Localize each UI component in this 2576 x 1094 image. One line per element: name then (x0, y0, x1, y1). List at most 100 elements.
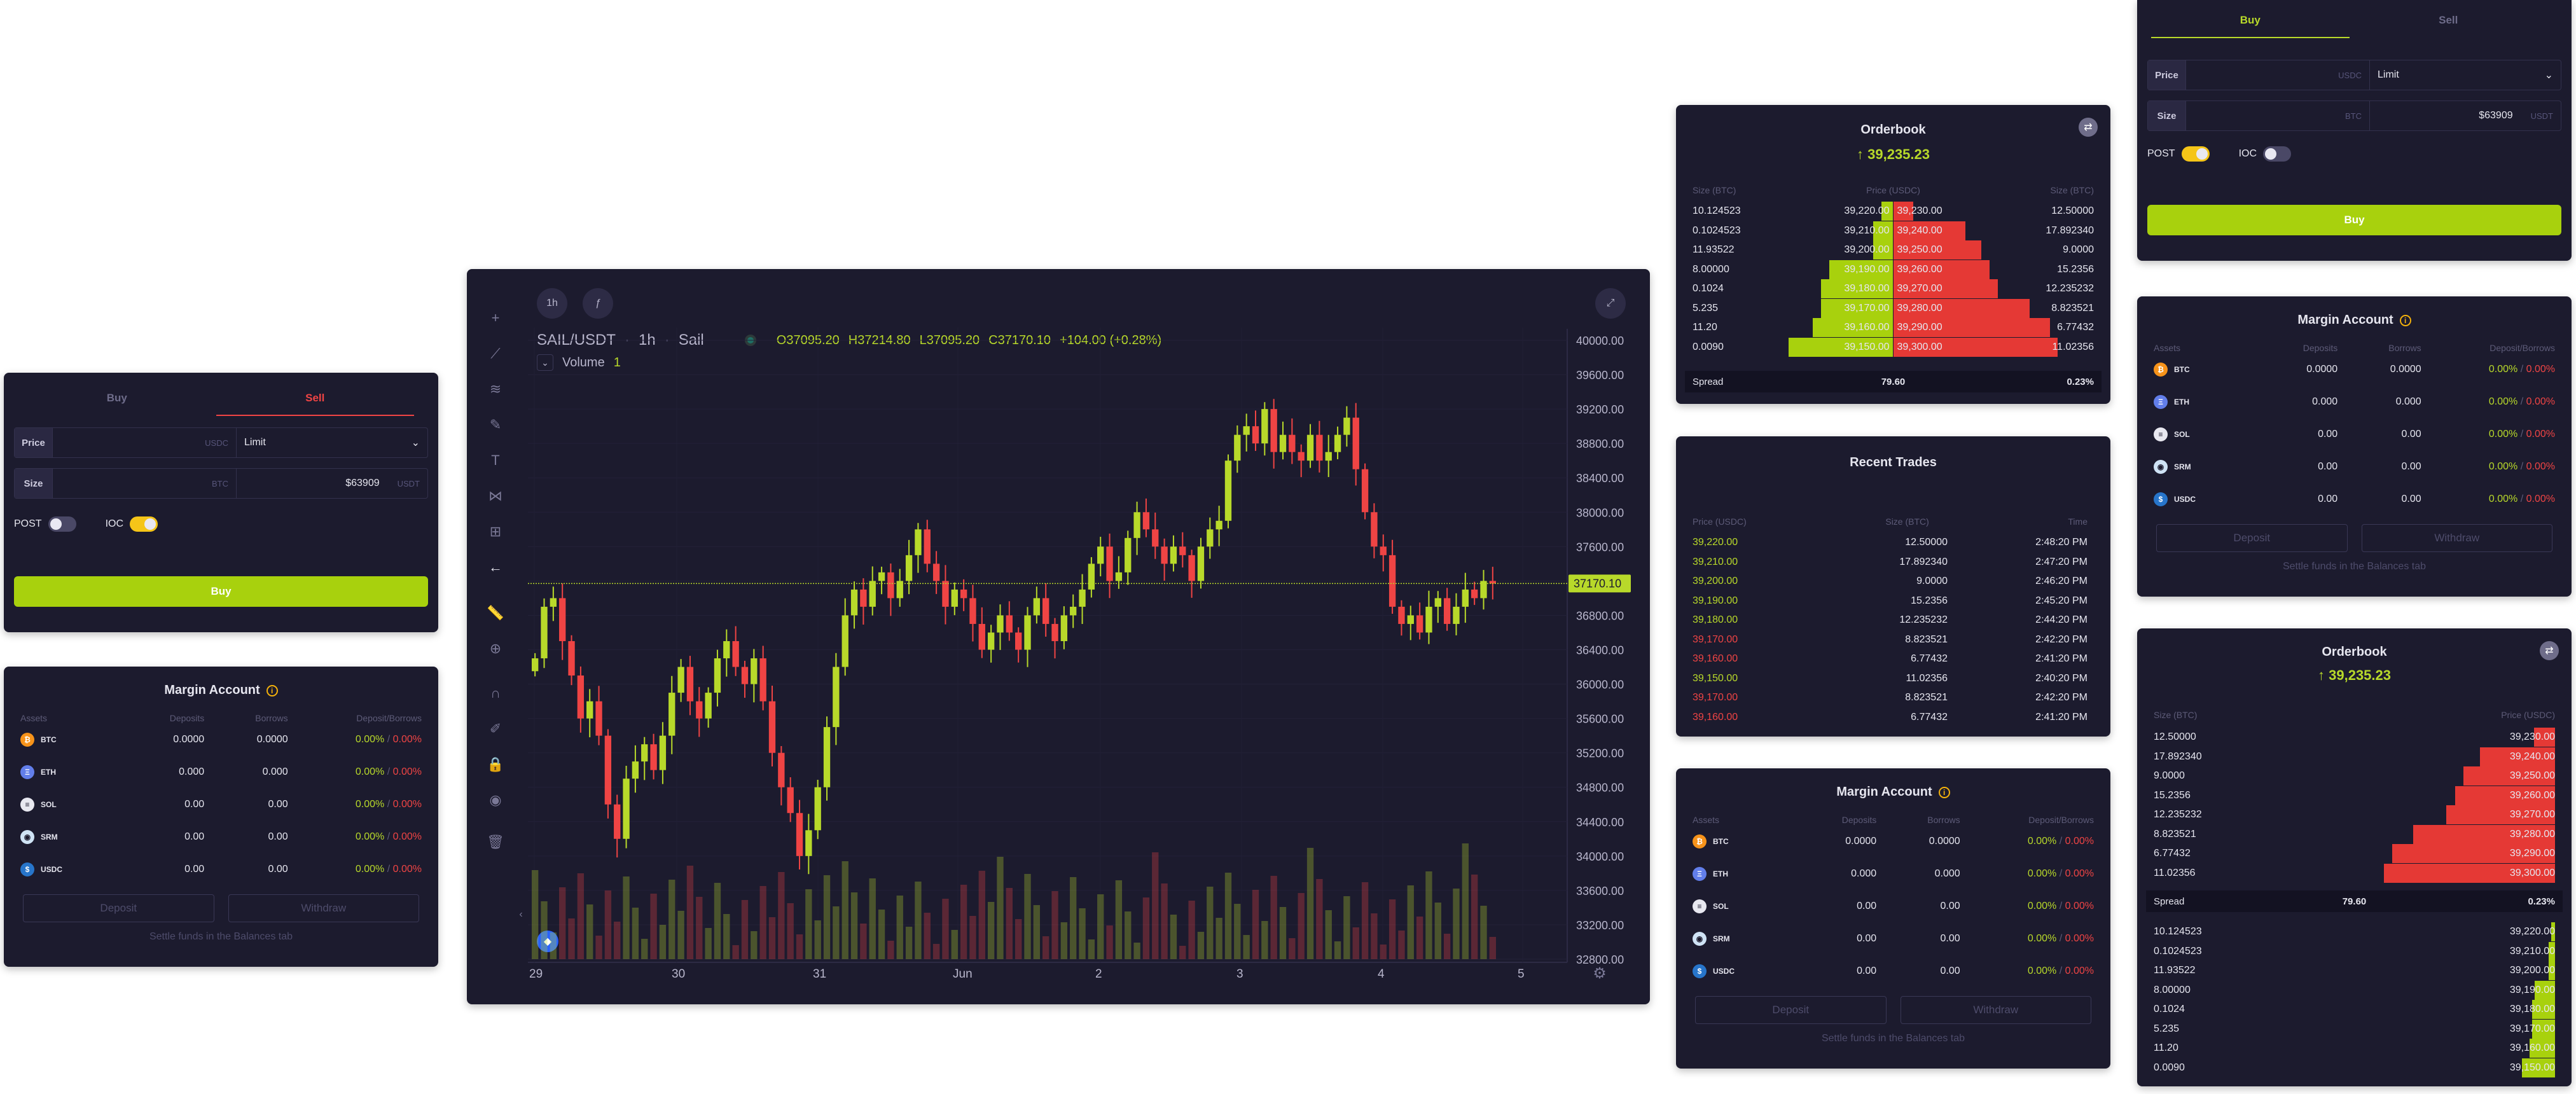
magnet-icon[interactable]: ∩ (490, 685, 501, 701)
prediction-tool-icon[interactable]: ⊞ (489, 523, 502, 539)
withdraw-button[interactable]: Withdraw (228, 894, 419, 922)
candle-body (1125, 537, 1132, 572)
info-icon[interactable]: i (2399, 314, 2411, 326)
price-unit: USDC (2338, 70, 2362, 80)
orderbook-row[interactable]: 0.1024523 39,210.00 39,240.00 17.892340 (1693, 221, 2094, 240)
size-input[interactable]: BTC (53, 469, 237, 498)
swap-icon[interactable]: ⇄ (2079, 118, 2098, 137)
ask-row[interactable]: 11.02356 39,300.00 (2154, 863, 2555, 883)
bid-row[interactable]: 5.235 39,170.00 (2154, 1019, 2555, 1039)
ask-row[interactable]: 6.77432 39,290.00 (2154, 844, 2555, 863)
eye-dot-icon[interactable] (744, 335, 756, 346)
ask-row[interactable]: 17.892340 39,240.00 (2154, 747, 2555, 766)
text-tool-icon[interactable]: T (491, 452, 500, 468)
size-usd-input[interactable]: $63909 USDT (237, 469, 427, 498)
bid-row[interactable]: 8.00000 39,190.00 (2154, 980, 2555, 1000)
lock-drawing-icon[interactable]: ✐ (489, 721, 502, 737)
trend-line-icon[interactable]: ⟋ (490, 345, 501, 361)
ask-row[interactable]: 12.235232 39,270.00 (2154, 805, 2555, 824)
trade-form-right: Buy Sell Price USDC Limit ⌄ Size BTC $639… (2137, 0, 2572, 261)
bid-row[interactable]: 11.93522 39,200.00 (2154, 961, 2555, 980)
volume-bar (1215, 918, 1222, 959)
info-icon[interactable]: i (1938, 786, 1950, 798)
rate-separator: / (2517, 493, 2526, 504)
post-toggle[interactable] (48, 516, 76, 532)
rate-separator: / (2056, 868, 2065, 879)
crosshair-icon[interactable]: + (491, 310, 500, 326)
bid-row[interactable]: 11.20 39,160.00 (2154, 1039, 2555, 1058)
volume-bar (614, 922, 621, 959)
deposit-button[interactable]: Deposit (2156, 524, 2348, 552)
orderbook-row[interactable]: 0.0090 39,150.00 39,300.00 11.02356 (1693, 337, 2094, 357)
size-usd-input[interactable]: $63909 USDT (2370, 101, 2561, 130)
back-arrow-icon[interactable]: ← (488, 559, 502, 575)
eye-icon[interactable]: ◉ (489, 792, 502, 808)
candle-body (614, 804, 621, 839)
tab-buy[interactable]: Buy (106, 392, 127, 404)
pattern-tool-icon[interactable]: ⋈ (488, 488, 502, 504)
withdraw-button[interactable]: Withdraw (2361, 524, 2552, 552)
ioc-toggle[interactable] (130, 516, 158, 532)
order-type-select[interactable]: Limit ⌄ (2370, 60, 2561, 90)
ask-depth-bar (1893, 279, 1998, 298)
x-tick-label: 4 (1378, 967, 1385, 981)
bid-row[interactable]: 0.1024 39,180.00 (2154, 1000, 2555, 1019)
ask-row[interactable]: 9.0000 39,250.00 (2154, 766, 2555, 786)
bid-depth-bar (1829, 260, 1894, 279)
size-input[interactable]: BTC (2186, 101, 2370, 130)
bid-row[interactable]: 0.1024523 39,210.00 (2154, 941, 2555, 961)
volume-bar (1425, 871, 1432, 959)
submit-order-button[interactable]: Buy (14, 576, 428, 607)
lock-icon[interactable]: 🔒 (487, 756, 504, 772)
price-input[interactable]: USDC (53, 428, 237, 457)
fullscreen-icon[interactable]: ⤢ (1595, 288, 1626, 319)
ask-row[interactable]: 15.2356 39,260.00 (2154, 786, 2555, 805)
orderbook-row[interactable]: 8.00000 39,190.00 39,260.00 15.2356 (1693, 260, 2094, 279)
orderbook-row[interactable]: 11.20 39,160.00 39,290.00 6.77432 (1693, 318, 2094, 337)
deposit-button[interactable]: Deposit (1695, 996, 1887, 1024)
volume-bar (650, 894, 657, 959)
withdraw-button[interactable]: Withdraw (1900, 996, 2091, 1024)
settings-gear-icon[interactable]: ⚙ (1593, 964, 1607, 982)
rate-separator: / (2517, 460, 2526, 472)
interval-button[interactable]: 1h (537, 288, 567, 319)
fib-tool-icon[interactable]: ≋ (489, 381, 502, 397)
orderbook-title: Orderbook (2322, 645, 2387, 659)
orderbook-row[interactable]: 5.235 39,170.00 39,280.00 8.823521 (1693, 298, 2094, 318)
ioc-toggle[interactable] (2263, 146, 2292, 162)
ask-row[interactable]: 12.50000 39,230.00 (2154, 728, 2555, 747)
volume-bar (1125, 911, 1132, 959)
tab-buy[interactable]: Buy (2151, 8, 2350, 38)
function-icon[interactable]: ƒ (583, 288, 613, 319)
collapse-chevron-icon[interactable]: ⌄ (537, 354, 553, 371)
order-type-select[interactable]: Limit ⌄ (237, 428, 427, 457)
info-icon[interactable]: i (266, 684, 278, 696)
ruler-icon[interactable]: 📏 (487, 605, 504, 621)
bid-row[interactable]: 10.124523 39,220.00 (2154, 922, 2555, 941)
zoom-in-icon[interactable]: ⊕ (489, 640, 502, 656)
tab-sell[interactable]: Sell (2439, 14, 2458, 26)
brush-icon[interactable]: ✎ (489, 417, 502, 433)
orderbook-row[interactable]: 0.1024 39,180.00 39,270.00 12.235232 (1693, 279, 2094, 298)
trash-icon[interactable]: 🗑 (487, 834, 504, 850)
deposit-button[interactable]: Deposit (23, 894, 214, 922)
orderbook-row[interactable]: 11.93522 39,200.00 39,250.00 9.0000 (1693, 240, 2094, 260)
orderbook-row[interactable]: 10.124523 39,220.00 39,230.00 12.50000 (1693, 202, 2094, 221)
margin-col-header: Borrows (1927, 815, 1960, 825)
spread-value: 79.60 (2342, 896, 2367, 907)
tab-sell[interactable]: Sell (216, 385, 414, 416)
candle-body (1243, 426, 1250, 435)
candlestick-chart[interactable]: 40000.00 39600.00 39200.00 38800.00 38400.00… (467, 269, 1650, 1004)
swap-icon[interactable]: ⇄ (2540, 641, 2559, 660)
rates-cell: 0.00% / 0.00% (288, 734, 422, 745)
submit-order-button[interactable]: Buy (2147, 205, 2561, 235)
ask-price: 39,250.00 (2509, 770, 2555, 781)
orderbook-header: Size (BTC) Price (USDC) (2154, 710, 2555, 720)
candle-body (1352, 417, 1359, 469)
collapse-left-icon[interactable]: ‹ (519, 909, 523, 920)
borrows-value: 0.0000 (1929, 835, 1960, 847)
price-input[interactable]: USDC (2186, 60, 2370, 90)
bid-row[interactable]: 0.0090 39,150.00 (2154, 1058, 2555, 1077)
post-toggle[interactable] (2181, 146, 2210, 162)
ask-row[interactable]: 8.823521 39,280.00 (2154, 824, 2555, 844)
